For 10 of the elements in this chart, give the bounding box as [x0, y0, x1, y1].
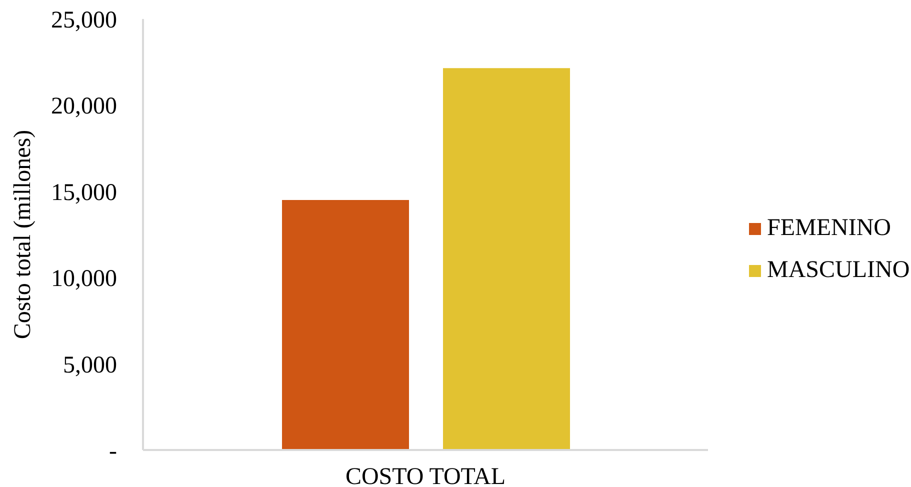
y-tick-label: - [109, 438, 117, 465]
legend-label: FEMENINO [767, 214, 891, 240]
y-tick-label: 10,000 [51, 266, 117, 292]
y-tick-label: 25,000 [51, 8, 117, 34]
legend-label: MASCULINO [767, 256, 910, 282]
y-axis-title: Costo total (millones) [10, 130, 36, 340]
x-tick-label: COSTO TOTAL [345, 464, 506, 487]
y-tick-label: 15,000 [51, 180, 117, 206]
y-tick-label: 20,000 [51, 94, 117, 120]
y-tick-label: 5,000 [63, 352, 117, 378]
